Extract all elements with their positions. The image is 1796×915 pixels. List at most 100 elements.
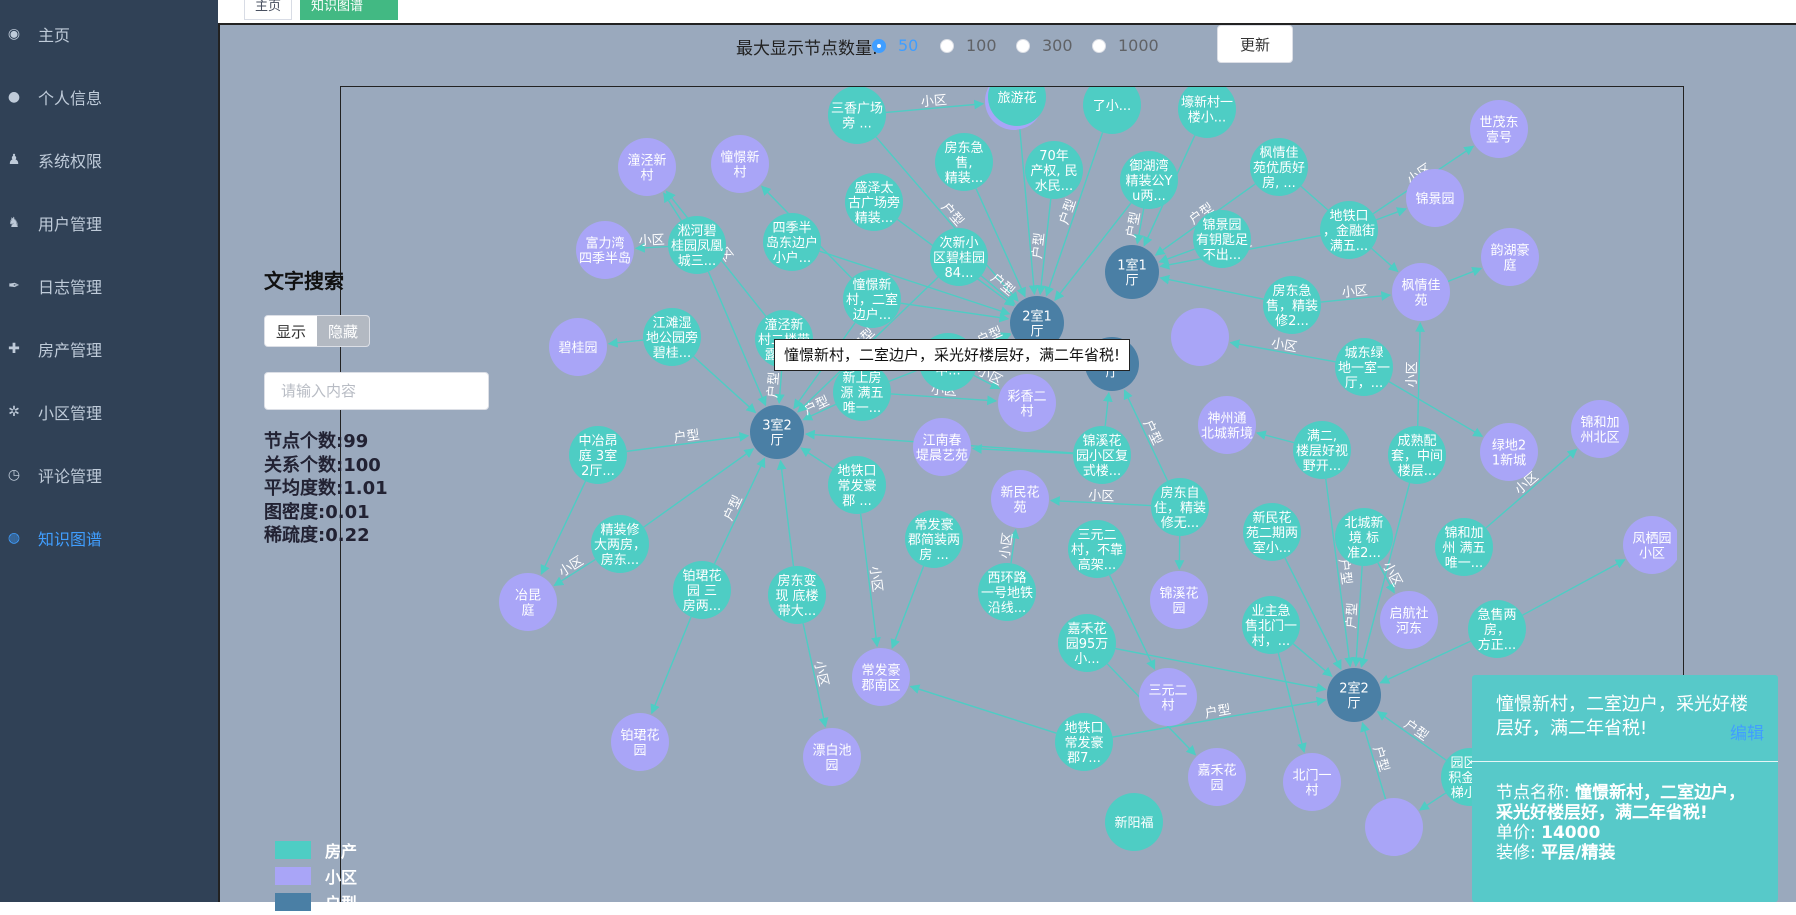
sidebar-item-7[interactable]: ◷评论管理 (0, 443, 218, 506)
edit-link[interactable]: 编辑 (1730, 719, 1764, 744)
tag-home[interactable]: 主页 (244, 0, 292, 20)
graph-node-community[interactable]: 憧憬新村 (711, 135, 769, 193)
sidebar-item-5[interactable]: ✚房产管理 (0, 317, 218, 380)
graph-edge[interactable] (911, 686, 1057, 733)
graph-edge[interactable] (609, 340, 643, 344)
graph-node-house[interactable]: 满二,楼层好视野开... (1293, 421, 1351, 479)
graph-node-house[interactable]: 淞河碧桂园凤凰城三... (668, 216, 726, 274)
graph-node-house[interactable]: 三香广场旁 ... (828, 87, 886, 144)
graph-edge[interactable] (1278, 653, 1304, 752)
graph-edge[interactable] (1257, 433, 1294, 443)
legend-item-house[interactable]: 房产 (275, 837, 357, 863)
graph-edge[interactable] (1105, 393, 1109, 426)
tag-knowledge-graph[interactable]: 知识图谱 (300, 0, 398, 20)
graph-node-house[interactable]: 壕新村一楼小... (1178, 87, 1236, 138)
graph-node-community[interactable]: 碧桂园 (549, 318, 607, 376)
graph-edge[interactable] (892, 566, 923, 648)
graph-node-house[interactable]: 常发豪郡简装两房 ... (905, 510, 963, 568)
graph-edge[interactable] (1522, 560, 1624, 615)
graph-edge[interactable] (694, 356, 756, 412)
sidebar-item-1[interactable]: ●个人信息 (0, 65, 218, 128)
graph-node-community[interactable]: 锦景园 (1406, 169, 1464, 227)
graph-node-house[interactable]: 锦溪花园小区复式楼... (1073, 426, 1131, 484)
graph-edge[interactable] (1448, 268, 1481, 281)
graph-node-house[interactable]: 北城新境 标准2... (1335, 508, 1393, 566)
graph-node-house[interactable]: 西环路一号地铁沿线... (978, 563, 1036, 621)
graph-node-house[interactable]: 地铁口常发豪郡 ... (828, 456, 886, 514)
legend-item-community[interactable]: 小区 (275, 863, 357, 889)
graph-edge[interactable] (781, 461, 794, 566)
radio-100[interactable]: 100 (940, 36, 997, 55)
graph-node-house[interactable]: 四季半岛东边户小户... (763, 213, 821, 271)
graph-node-house[interactable]: 业主急售北门一村，... (1242, 596, 1300, 654)
legend-item-layout[interactable]: 户型 (275, 889, 357, 915)
graph-edge[interactable] (1160, 278, 1263, 299)
graph-node-house[interactable]: 地铁口，金融街满五... (1320, 201, 1378, 259)
graph-node-house[interactable]: 嘉禾花园95万小... (1058, 614, 1116, 672)
sidebar-item-2[interactable]: ♟系统权限 (0, 128, 218, 191)
update-button[interactable]: 更新 (1217, 25, 1293, 63)
graph-node-house[interactable]: 憧憬新村，二室边户... (843, 270, 901, 328)
sidebar-item-3[interactable]: ♞用户管理 (0, 191, 218, 254)
graph-node-house[interactable]: 新民花苑二期两室小... (1243, 503, 1301, 561)
graph-node-house[interactable]: 枫情佳苑优质好房, ... (1250, 138, 1308, 196)
graph-node-house[interactable]: 了小... (1083, 87, 1141, 134)
graph-edge[interactable] (1376, 209, 1406, 220)
graph-node-community[interactable] (1171, 308, 1229, 366)
graph-edge[interactable] (1380, 641, 1470, 683)
graph-node-house[interactable]: 三元二村，不靠高架... (1068, 520, 1126, 578)
graph-edge[interactable] (652, 617, 691, 713)
graph-edge[interactable] (1110, 575, 1155, 669)
sidebar-item-8[interactable]: ◍知识图谱 (0, 506, 218, 569)
radio-300[interactable]: 300 (1016, 36, 1073, 55)
graph-node-house[interactable]: 盛泽太古广场旁精装... (845, 173, 903, 231)
graph-node-house[interactable]: 城东绿地一室一厅，... (1335, 338, 1393, 396)
graph-edge[interactable] (901, 303, 1009, 319)
graph-node-house[interactable]: 房东自住，精装修无... (1151, 478, 1209, 536)
graph-node-house[interactable]: 次新小区碧桂园84... (930, 228, 988, 286)
graph-node-house[interactable]: 房东急售，精装修2... (1263, 276, 1321, 334)
graph-edge[interactable] (1389, 382, 1482, 437)
graph-node-house[interactable]: 新阳福 (1105, 793, 1163, 851)
graph-node-house[interactable]: 御湖湾精装公Yu两... (1120, 151, 1178, 209)
graph-edge[interactable] (1420, 793, 1446, 810)
radio-1000[interactable]: 1000 (1092, 36, 1159, 55)
graph-edge[interactable] (1293, 644, 1332, 677)
sidebar-item-0[interactable]: ◉主页 (0, 2, 218, 65)
graph-node-house[interactable]: 房东急售,精装... (935, 133, 993, 191)
search-input[interactable] (264, 372, 489, 410)
graph-edge[interactable] (801, 448, 833, 469)
graph-node-house[interactable]: 江滩湿地公园旁碧桂... (643, 308, 701, 366)
graph-node-community[interactable] (1365, 798, 1423, 856)
graph-node-house[interactable]: 精装修大两房，房东... (591, 515, 649, 573)
graph-edge[interactable] (1159, 249, 1195, 262)
graph-node-house[interactable]: 急售两房，方正... (1468, 600, 1526, 658)
radio-50[interactable]: 50 (872, 36, 918, 55)
sidebar-item-6[interactable]: ✲小区管理 (0, 380, 218, 443)
